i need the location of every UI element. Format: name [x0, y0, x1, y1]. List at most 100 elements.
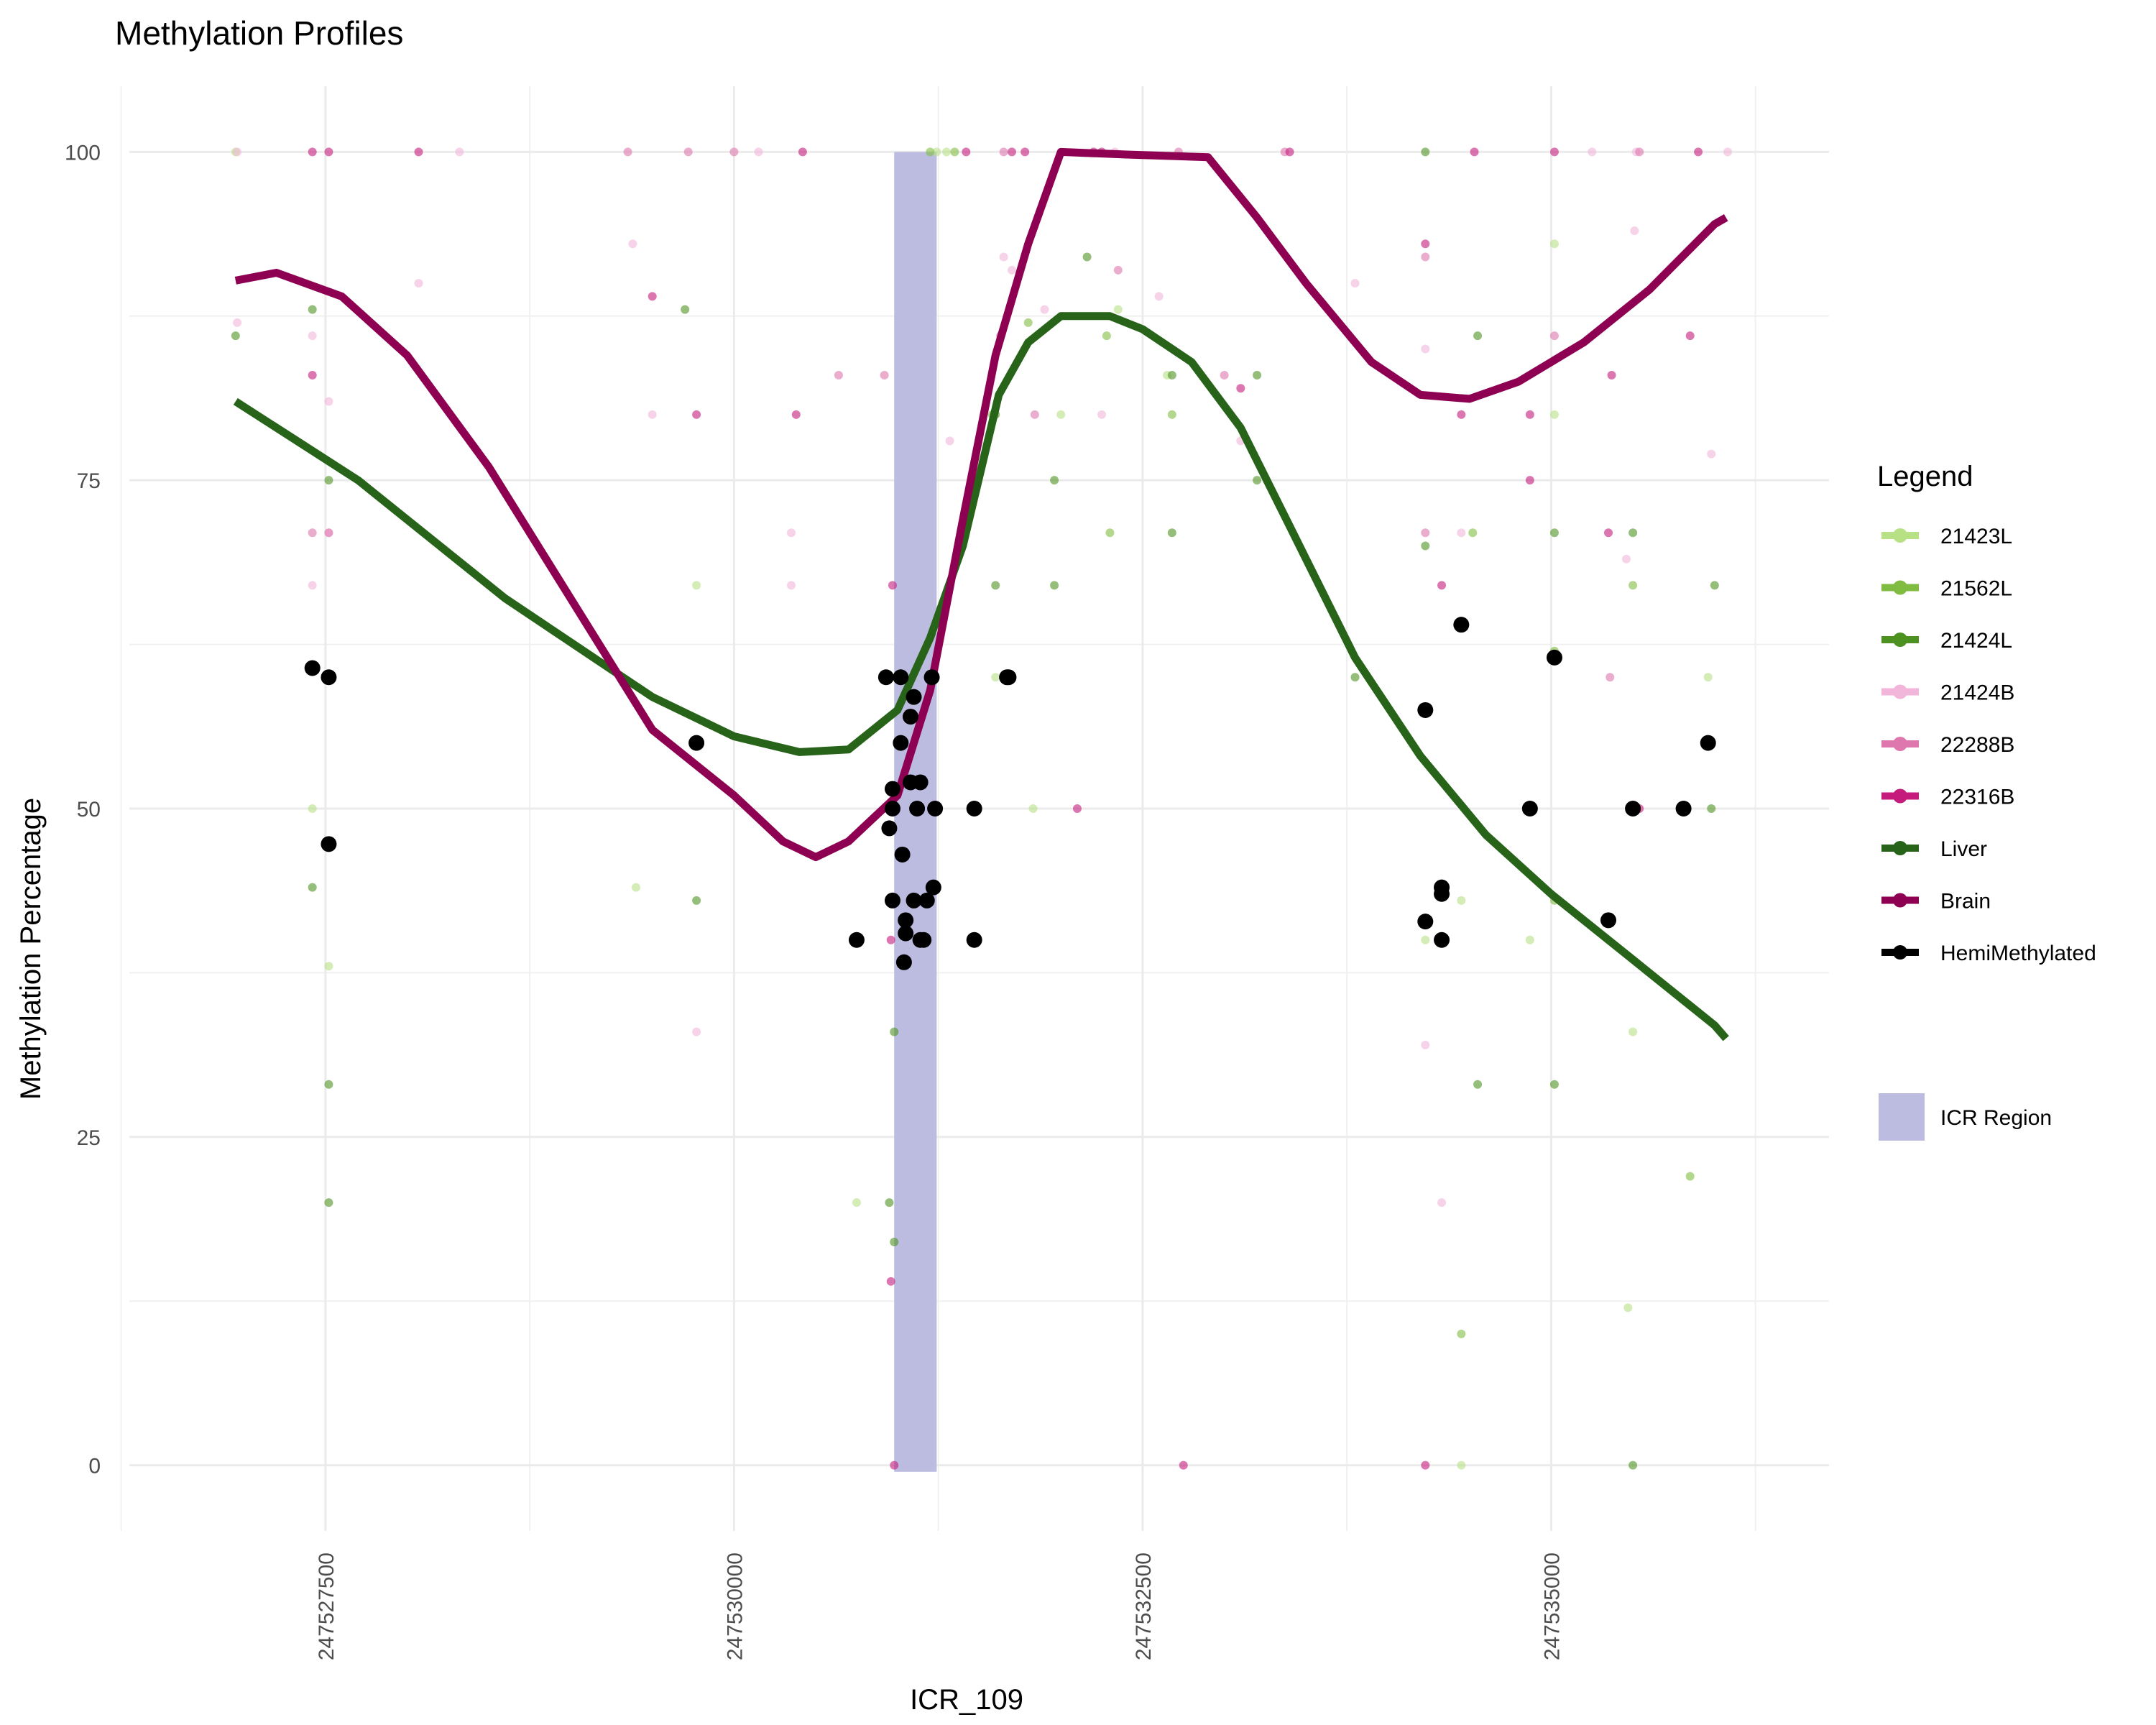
- hemimethylated-point: [927, 801, 944, 816]
- point-21562L: [1105, 528, 1115, 538]
- point-22316B: [308, 147, 317, 157]
- hemimethylated-point: [881, 820, 898, 837]
- point-21424L: [1473, 1080, 1483, 1089]
- hemimethylated-point: [1675, 801, 1692, 816]
- point-22288B: [623, 147, 632, 157]
- point-21424L: [324, 1080, 333, 1089]
- point-21424L: [1253, 371, 1262, 380]
- legend-label: 22288B: [1940, 733, 2014, 757]
- point-22316B: [414, 147, 423, 157]
- point-21424L: [991, 581, 1000, 590]
- hemimethylated-point: [884, 781, 900, 797]
- hemimethylated-point: [321, 669, 337, 686]
- point-21423L: [1457, 896, 1466, 905]
- legend-label: 21424B: [1940, 681, 2014, 705]
- x-axis-title: ICR_109: [910, 1684, 1023, 1716]
- point-22316B: [324, 147, 333, 157]
- point-21424B: [628, 239, 637, 249]
- legend-label: Liver: [1940, 837, 1987, 861]
- point-22316B: [890, 1460, 899, 1470]
- point-22316B: [1607, 371, 1616, 380]
- point-22288B: [1549, 331, 1559, 341]
- point-21424L: [692, 896, 701, 905]
- point-21562L: [1457, 1329, 1466, 1338]
- point-21423L: [1628, 1027, 1638, 1036]
- point-22316B: [1421, 1460, 1430, 1470]
- point-22316B: [1421, 239, 1430, 249]
- hemimethylated-point: [1625, 801, 1641, 816]
- point-21424B: [1007, 265, 1016, 275]
- point-21424L: [1628, 1460, 1638, 1470]
- point-21424L: [1050, 581, 1059, 590]
- legend-label: 21424L: [1940, 629, 2012, 653]
- hemimethylated-point: [884, 801, 900, 816]
- point-21424L: [308, 305, 317, 314]
- point-21423L: [1549, 239, 1559, 249]
- hemimethylated-point: [877, 669, 894, 686]
- point-21423L: [324, 962, 333, 971]
- hemimethylated-point: [894, 846, 911, 862]
- point-21424B: [1707, 449, 1716, 459]
- hemimethylated-point: [1521, 801, 1538, 816]
- point-22288B: [1606, 673, 1615, 682]
- legend-key-icr: [1879, 1093, 1925, 1141]
- point-21424L: [1167, 371, 1176, 380]
- legend-key-point: [1893, 788, 1907, 804]
- legend-label: 22316B: [1940, 786, 2014, 809]
- hemimethylated-point: [304, 660, 321, 676]
- point-21424B: [1437, 1198, 1447, 1208]
- hemimethylated-point: [906, 892, 922, 908]
- point-22316B: [1470, 147, 1479, 157]
- point-21424B: [1040, 305, 1049, 314]
- point-21423L: [1113, 305, 1123, 314]
- point-21424L: [890, 1027, 899, 1036]
- point-21424B: [1421, 1040, 1430, 1049]
- point-21424L: [1421, 147, 1430, 157]
- point-21424L: [324, 1198, 333, 1208]
- point-22288B: [1220, 371, 1229, 380]
- point-21424L: [1167, 528, 1176, 538]
- hemimethylated-point: [884, 892, 900, 908]
- point-21424B: [945, 436, 954, 446]
- point-21424B: [1723, 147, 1733, 157]
- point-22316B: [1179, 1460, 1188, 1470]
- hemimethylated-point: [321, 836, 337, 852]
- point-21562L: [1102, 331, 1111, 341]
- hemimethylated-point: [1417, 702, 1434, 718]
- point-22316B: [1549, 147, 1559, 157]
- hemimethylated-point: [1000, 669, 1017, 686]
- hemimethylated-point: [898, 925, 914, 942]
- point-21423L: [1703, 673, 1713, 682]
- hemimethylated-point: [1434, 886, 1450, 902]
- point-21424L: [1628, 528, 1638, 538]
- point-21423L: [631, 883, 640, 892]
- point-21424B: [648, 410, 657, 419]
- y-tick-label: 0: [88, 1455, 101, 1478]
- hemimethylated-point: [1453, 617, 1470, 633]
- point-22288B: [880, 371, 889, 380]
- point-22316B: [791, 410, 801, 419]
- legend-key-point: [1893, 893, 1907, 908]
- hemimethylated-point: [912, 774, 929, 791]
- point-21424B: [308, 331, 317, 341]
- point-21423L: [1056, 410, 1066, 419]
- point-21424B: [1154, 292, 1164, 301]
- legend-label: HemiMethylated: [1940, 942, 2096, 965]
- point-22316B: [1072, 804, 1082, 813]
- legend-label: 21423L: [1940, 525, 2012, 548]
- point-22288B: [834, 371, 843, 380]
- point-22316B: [1685, 331, 1695, 341]
- point-22316B: [308, 371, 317, 380]
- point-22288B: [324, 528, 333, 538]
- point-21424B: [1630, 226, 1639, 235]
- legend-key-point: [1893, 684, 1907, 699]
- point-22316B: [1437, 581, 1447, 590]
- grid-lines: [120, 86, 1829, 1531]
- point-21424L: [890, 1238, 899, 1246]
- point-22316B: [962, 147, 971, 157]
- point-21424B: [233, 147, 242, 157]
- legend-label: Brain: [1940, 890, 1991, 914]
- point-22288B: [1421, 528, 1430, 538]
- point-22288B: [1635, 147, 1644, 157]
